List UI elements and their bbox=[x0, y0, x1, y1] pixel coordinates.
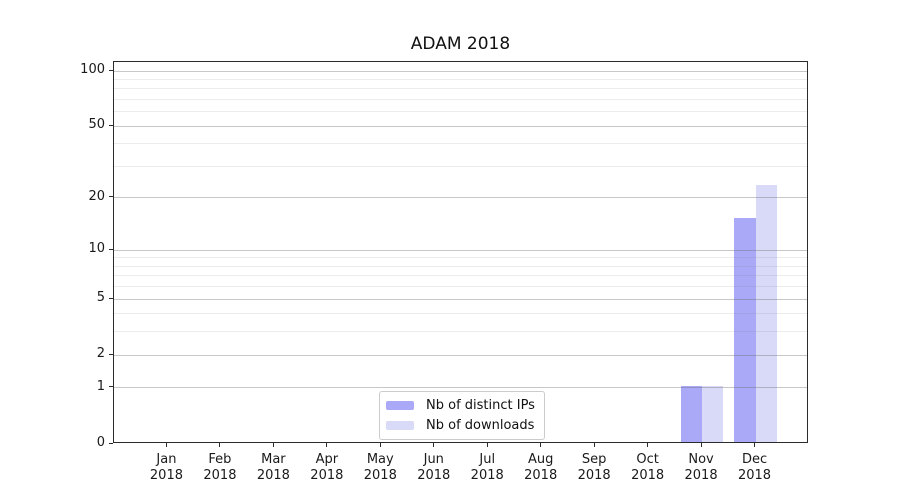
x-tick bbox=[379, 443, 381, 447]
x-tick-year: 2018 bbox=[631, 468, 665, 483]
legend-swatch-distinct-ips bbox=[386, 401, 414, 410]
x-tick-month: Mar bbox=[261, 452, 286, 467]
y-tick-label: 1 bbox=[96, 378, 105, 394]
legend-swatch-downloads bbox=[386, 421, 414, 430]
x-tick bbox=[700, 443, 702, 447]
x-tick bbox=[165, 443, 167, 447]
x-tick-label: May 2018 bbox=[348, 452, 412, 484]
legend: Nb of distinct IPs Nb of downloads bbox=[379, 391, 545, 440]
x-tick-label: Jan 2018 bbox=[134, 452, 198, 484]
x-tick bbox=[433, 443, 435, 447]
x-tick-year: 2018 bbox=[417, 468, 451, 483]
x-tick bbox=[754, 443, 756, 447]
y-tick bbox=[109, 297, 113, 299]
x-tick-label: Sep 2018 bbox=[562, 452, 626, 484]
x-tick bbox=[647, 443, 649, 447]
chart-title: ADAM 2018 bbox=[410, 34, 511, 54]
x-tick-month: Jul bbox=[479, 452, 496, 467]
y-gridline-minor bbox=[114, 275, 807, 277]
y-gridline-major bbox=[114, 70, 807, 72]
x-tick-label: Oct 2018 bbox=[616, 452, 680, 484]
x-tick-label: Feb 2018 bbox=[188, 452, 252, 484]
y-gridline-major bbox=[114, 249, 807, 251]
y-gridline-minor bbox=[114, 257, 807, 259]
y-tick bbox=[109, 442, 113, 444]
plot-area: Nb of distinct IPs Nb of downloads bbox=[113, 61, 808, 443]
y-tick bbox=[109, 386, 113, 388]
legend-item-distinct-ips: Nb of distinct IPs bbox=[386, 397, 535, 414]
x-tick bbox=[593, 443, 595, 447]
x-tick-label: Nov 2018 bbox=[669, 452, 733, 484]
x-tick-month: Jun bbox=[423, 452, 444, 467]
y-gridline-minor bbox=[114, 78, 807, 80]
bar-downloads-dec-2018 bbox=[755, 185, 777, 442]
y-gridline-minor bbox=[114, 331, 807, 333]
y-tick-label: 100 bbox=[80, 62, 105, 78]
x-tick-label: Jun 2018 bbox=[402, 452, 466, 484]
bar-downloads-nov-2018 bbox=[702, 386, 724, 442]
legend-label-downloads: Nb of downloads bbox=[426, 418, 535, 433]
x-tick-month: Dec bbox=[741, 452, 768, 467]
x-tick-year: 2018 bbox=[363, 468, 397, 483]
legend-item-downloads: Nb of downloads bbox=[386, 417, 535, 434]
y-tick-label: 20 bbox=[88, 188, 105, 204]
x-tick bbox=[486, 443, 488, 447]
y-tick bbox=[109, 248, 113, 250]
y-gridline-minor bbox=[114, 313, 807, 315]
x-tick-month: Apr bbox=[315, 452, 339, 467]
y-gridline-major bbox=[114, 197, 807, 199]
x-tick-month: Sep bbox=[581, 452, 607, 467]
y-gridline-minor bbox=[114, 143, 807, 145]
legend-label-distinct-ips: Nb of distinct IPs bbox=[426, 398, 535, 413]
x-tick bbox=[326, 443, 328, 447]
y-gridline-major bbox=[114, 387, 807, 389]
x-tick-year: 2018 bbox=[577, 468, 611, 483]
x-tick bbox=[540, 443, 542, 447]
x-tick-year: 2018 bbox=[203, 468, 237, 483]
x-tick-month: Aug bbox=[527, 452, 554, 467]
x-tick-year: 2018 bbox=[524, 468, 558, 483]
y-tick bbox=[109, 69, 113, 71]
bar-distinct-ips-nov-2018 bbox=[680, 386, 703, 442]
y-gridline-minor bbox=[114, 166, 807, 167]
x-tick-label: Mar 2018 bbox=[241, 452, 305, 484]
y-tick-label: 50 bbox=[88, 117, 105, 133]
y-gridline-minor bbox=[114, 286, 807, 288]
x-tick-year: 2018 bbox=[737, 468, 772, 483]
y-tick-label: 0 bbox=[96, 435, 105, 450]
x-tick-label: Aug 2018 bbox=[509, 452, 573, 484]
y-gridline-major bbox=[114, 298, 807, 300]
y-tick bbox=[109, 353, 113, 355]
x-tick-label: Jul 2018 bbox=[455, 452, 519, 484]
x-tick-month: Feb bbox=[208, 452, 232, 467]
x-tick-label: Apr 2018 bbox=[295, 452, 359, 484]
x-tick-month: May bbox=[366, 452, 394, 467]
x-tick-year: 2018 bbox=[149, 468, 183, 483]
x-tick-year: 2018 bbox=[470, 468, 504, 483]
y-tick-label: 2 bbox=[96, 346, 105, 362]
x-tick-year: 2018 bbox=[256, 468, 290, 483]
y-gridline-minor bbox=[114, 88, 807, 90]
y-gridline-major bbox=[114, 354, 807, 356]
x-tick bbox=[272, 443, 274, 447]
y-tick-label: 5 bbox=[96, 290, 105, 306]
y-tick-label: 10 bbox=[88, 241, 105, 257]
bar-distinct-ips-dec-2018 bbox=[734, 218, 756, 442]
y-gridline-minor bbox=[114, 265, 807, 267]
x-tick-month: Oct bbox=[636, 452, 659, 467]
y-gridline-minor bbox=[114, 111, 807, 113]
y-gridline-major bbox=[114, 125, 807, 127]
y-tick bbox=[109, 196, 113, 198]
x-tick-month: Nov bbox=[688, 452, 714, 467]
x-tick-month: Jan bbox=[156, 452, 177, 467]
x-tick bbox=[219, 443, 221, 447]
y-tick bbox=[109, 124, 113, 126]
x-tick-year: 2018 bbox=[684, 468, 718, 483]
x-tick-year: 2018 bbox=[310, 468, 344, 483]
y-gridline-minor bbox=[114, 99, 807, 101]
x-tick-label: Dec 2018 bbox=[723, 452, 787, 484]
